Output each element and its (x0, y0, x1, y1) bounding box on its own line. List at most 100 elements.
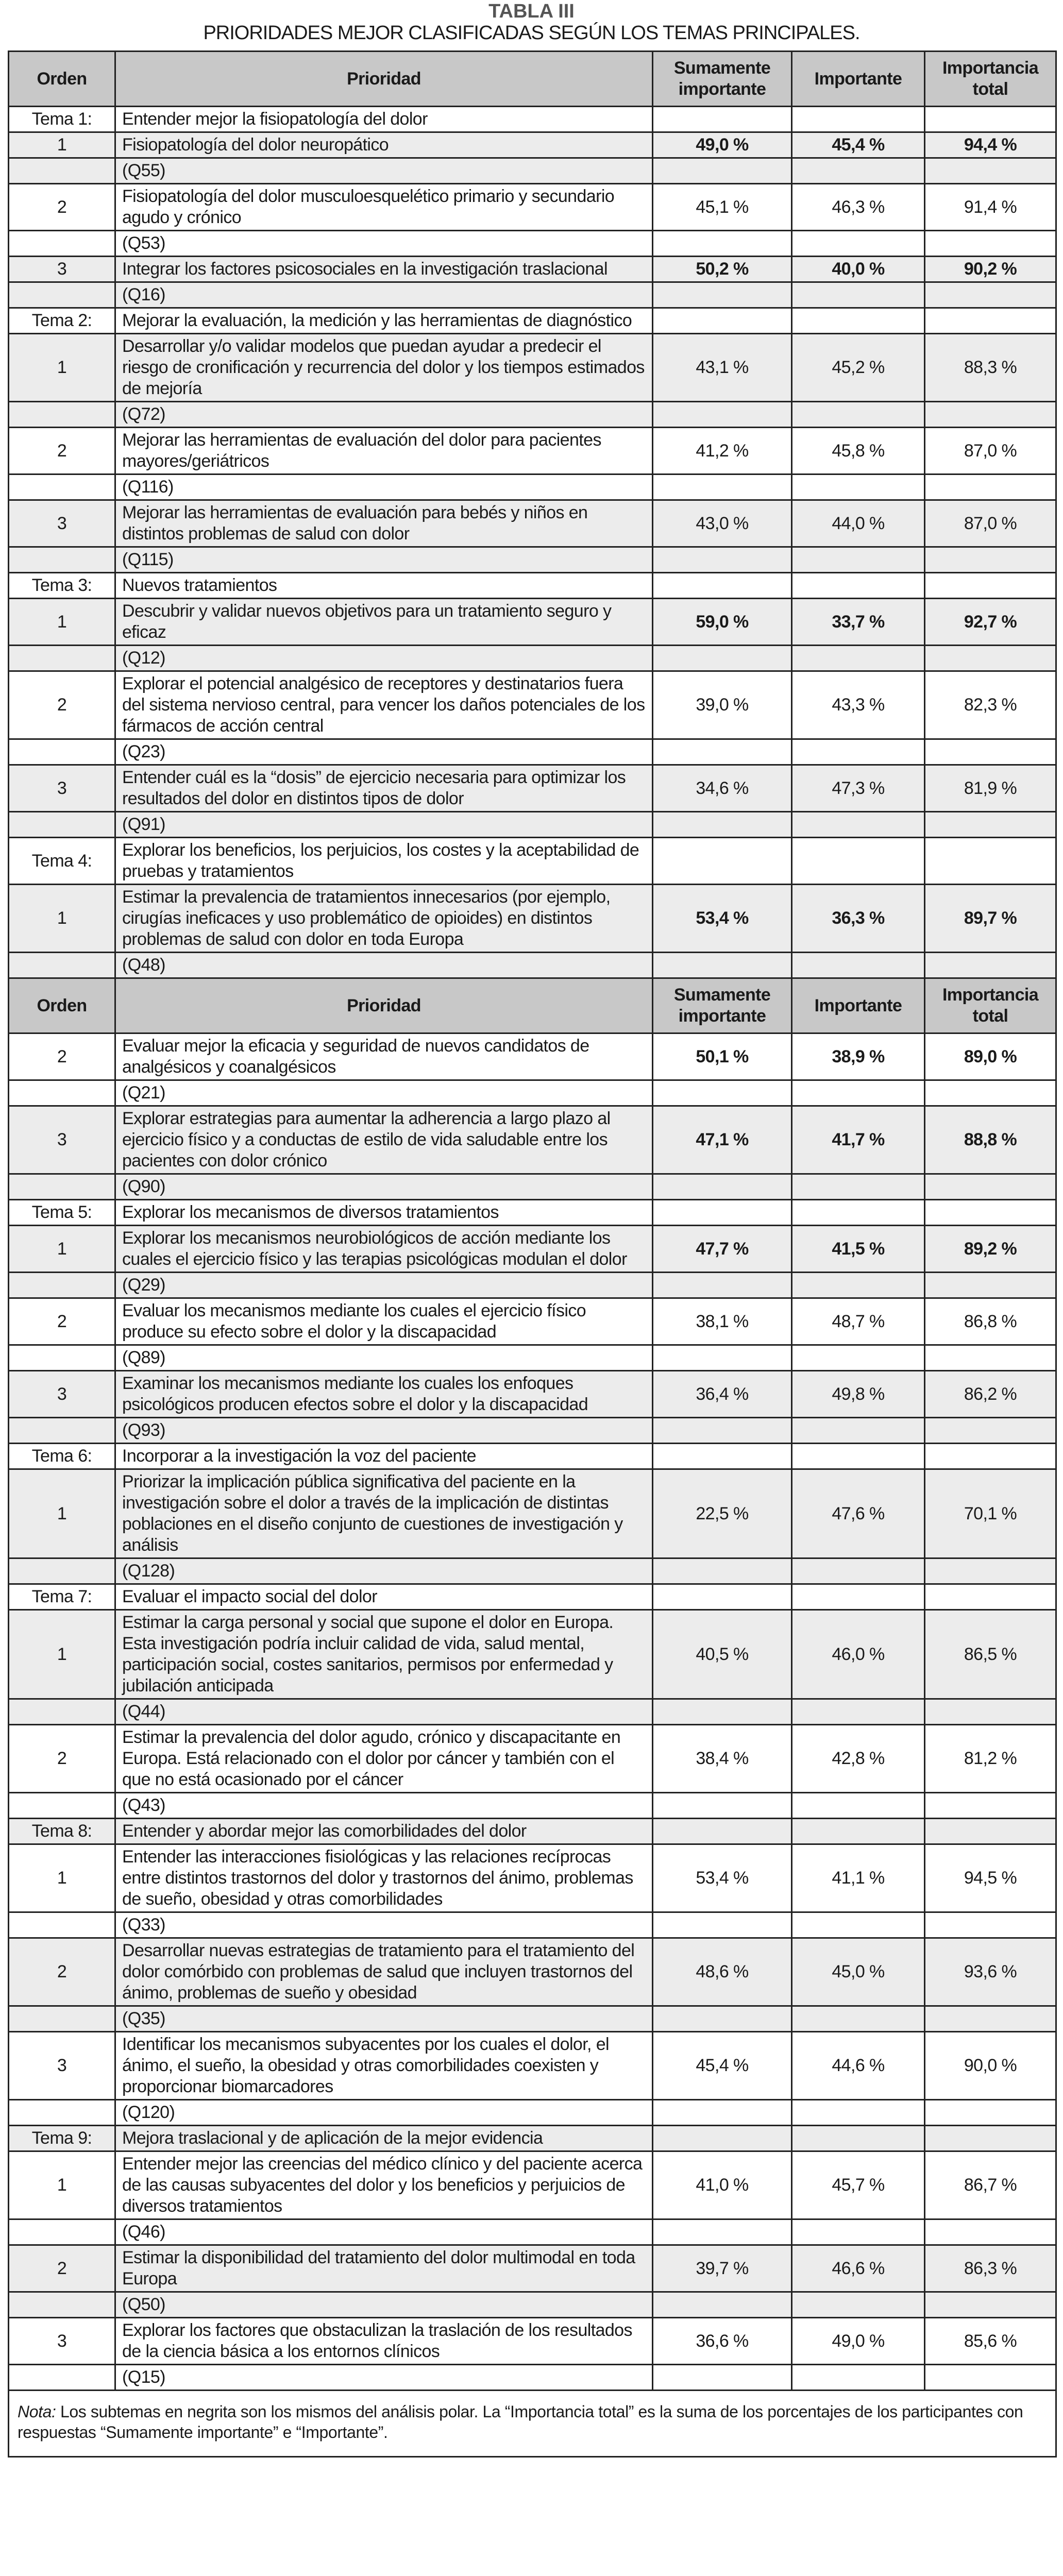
priority-rank: 3 (8, 1105, 116, 1175)
empty-cell (791, 1079, 925, 1107)
priority-rank: 2 (8, 670, 116, 740)
sumamente-importante-value: 38,4 % (652, 1724, 792, 1793)
empty-cell (652, 1698, 792, 1725)
empty-cell (924, 738, 1057, 766)
empty-cell (8, 1557, 116, 1585)
empty-cell (8, 401, 116, 428)
sumamente-importante-value-text: 50,2 % (696, 259, 749, 279)
importancia-total-value: 86,5 % (924, 1609, 1057, 1700)
theme-row: Tema 8: Entender y abordar mejor las como… (8, 1818, 1057, 1845)
theme-row: Tema 9: Mejora traslacional y de aplicaci… (8, 2125, 1057, 2152)
empty-cell (791, 1173, 925, 1200)
question-ref-row: (Q15) (8, 2364, 1057, 2391)
question-code: (Q23) (114, 738, 653, 766)
question-ref-row: (Q93) (8, 1417, 1057, 1444)
priority-rank: 1 (8, 333, 116, 402)
note-row: Nota: Los subtemas en negrita son los mi… (8, 2389, 1057, 2458)
empty-cell (924, 473, 1057, 501)
empty-cell (791, 1199, 925, 1226)
theme-title: Mejorar la evaluación, la medición y las… (114, 307, 653, 334)
sumamente-importante-value: 22,5 % (652, 1468, 792, 1559)
sumamente-importante-value: 34,6 % (652, 764, 792, 812)
theme-row: Tema 6: Incorporar a la investigación la … (8, 1443, 1057, 1470)
priority-row: 1 Descubrir y validar nuevos objetivos pa… (8, 598, 1057, 646)
theme-number: Tema 5: (8, 1199, 116, 1226)
theme-row: Tema 7: Evaluar el impacto social del dol… (8, 1583, 1057, 1611)
importante-value: 41,5 % (791, 1225, 925, 1273)
priority-text: Estimar la prevalencia de tratamientos i… (114, 884, 653, 953)
empty-cell (924, 230, 1057, 257)
empty-cell (8, 2364, 116, 2391)
empty-cell (8, 2218, 116, 2246)
note-label: Nota: (18, 2402, 56, 2421)
empty-cell (652, 1417, 792, 1444)
theme-row: Tema 2: Mejorar la evaluación, la medició… (8, 307, 1057, 334)
priority-rank: 1 (8, 1843, 116, 1913)
priority-rank: 2 (8, 183, 116, 231)
question-code: (Q50) (114, 2291, 653, 2318)
empty-cell (924, 1417, 1057, 1444)
priority-text: Mejorar las herramientas de evaluación p… (114, 499, 653, 548)
priority-rank: 3 (8, 1370, 116, 1418)
empty-cell (924, 307, 1057, 334)
importancia-total-value: 93,6 % (924, 1937, 1057, 2007)
priority-row: 1 Entender las interacciones fisiológicas… (8, 1843, 1057, 1913)
empty-cell (8, 2099, 116, 2126)
importancia-total-value: 87,0 % (924, 499, 1057, 548)
theme-row: Tema 1: Entender mejor la fisiopatología … (8, 106, 1057, 133)
sumamente-importante-value: 41,2 % (652, 427, 792, 475)
importante-value: 47,3 % (791, 764, 925, 812)
priority-row: 1 Entender mejor las creencias del médico… (8, 2150, 1057, 2220)
question-code: (Q44) (114, 1698, 653, 1725)
priority-text: Priorizar la implicación pública signifi… (114, 1468, 653, 1559)
priority-text: Evaluar mejor la eficacia y seguridad de… (114, 1032, 653, 1081)
empty-cell (652, 1272, 792, 1299)
question-code: (Q116) (114, 473, 653, 501)
priority-rank: 1 (8, 1468, 116, 1559)
empty-cell (652, 837, 792, 885)
empty-cell (791, 230, 925, 257)
theme-number: Tema 6: (8, 1443, 116, 1470)
importante-value-text: 38,9 % (832, 1046, 885, 1066)
priority-text: Mejorar las herramientas de evaluación d… (114, 427, 653, 475)
table-caption: TABLA III PRIORIDADES MEJOR CLASIFICADAS… (0, 0, 1063, 44)
theme-number: Tema 2: (8, 307, 116, 334)
priority-rank: 3 (8, 764, 116, 812)
priority-text: Evaluar los mecanismos mediante los cual… (114, 1297, 653, 1346)
importante-value: 49,8 % (791, 1370, 925, 1418)
empty-cell (8, 1173, 116, 1200)
importante-value: 44,0 % (791, 499, 925, 548)
importancia-total-value: 86,7 % (924, 2150, 1057, 2220)
col-orden-header: Orden (8, 50, 116, 107)
importancia-total-value: 89,0 % (924, 1032, 1057, 1081)
theme-title: Entender y abordar mejor las comorbilida… (114, 1818, 653, 1845)
priority-text: Explorar el potencial analgésico de rece… (114, 670, 653, 740)
table-note: Nota: Los subtemas en negrita son los mi… (8, 2389, 1057, 2458)
empty-cell (8, 1417, 116, 1444)
empty-cell (8, 1792, 116, 1819)
empty-cell (652, 738, 792, 766)
empty-cell (924, 1792, 1057, 1819)
col-orden-header: Orden (8, 977, 116, 1034)
empty-cell (924, 837, 1057, 885)
importante-value-text: 33,7 % (832, 612, 885, 632)
sumamente-importante-value: 43,0 % (652, 499, 792, 548)
importancia-total-value-text: 90,2 % (964, 259, 1017, 279)
theme-number: Tema 8: (8, 1818, 116, 1845)
sumamente-importante-value: 41,0 % (652, 2150, 792, 2220)
sumamente-importante-value-text: 53,4 % (696, 908, 749, 928)
question-ref-row: (Q89) (8, 1344, 1057, 1371)
importante-value: 33,7 % (791, 598, 925, 646)
theme-title: Evaluar el impacto social del dolor (114, 1583, 653, 1611)
priority-rank: 3 (8, 2317, 116, 2365)
empty-cell (791, 2291, 925, 2318)
empty-cell (652, 1173, 792, 1200)
priority-text: Examinar los mecanismos mediante los cua… (114, 1370, 653, 1418)
priorities-table: Orden Prioridad Sumamente importante Import… (8, 50, 1057, 2458)
empty-cell (924, 2125, 1057, 2152)
priority-text: Explorar estrategias para aumentar la ad… (114, 1105, 653, 1175)
empty-cell (8, 230, 116, 257)
question-code: (Q35) (114, 2005, 653, 2032)
sumamente-importante-value: 59,0 % (652, 598, 792, 646)
question-code: (Q16) (114, 281, 653, 309)
